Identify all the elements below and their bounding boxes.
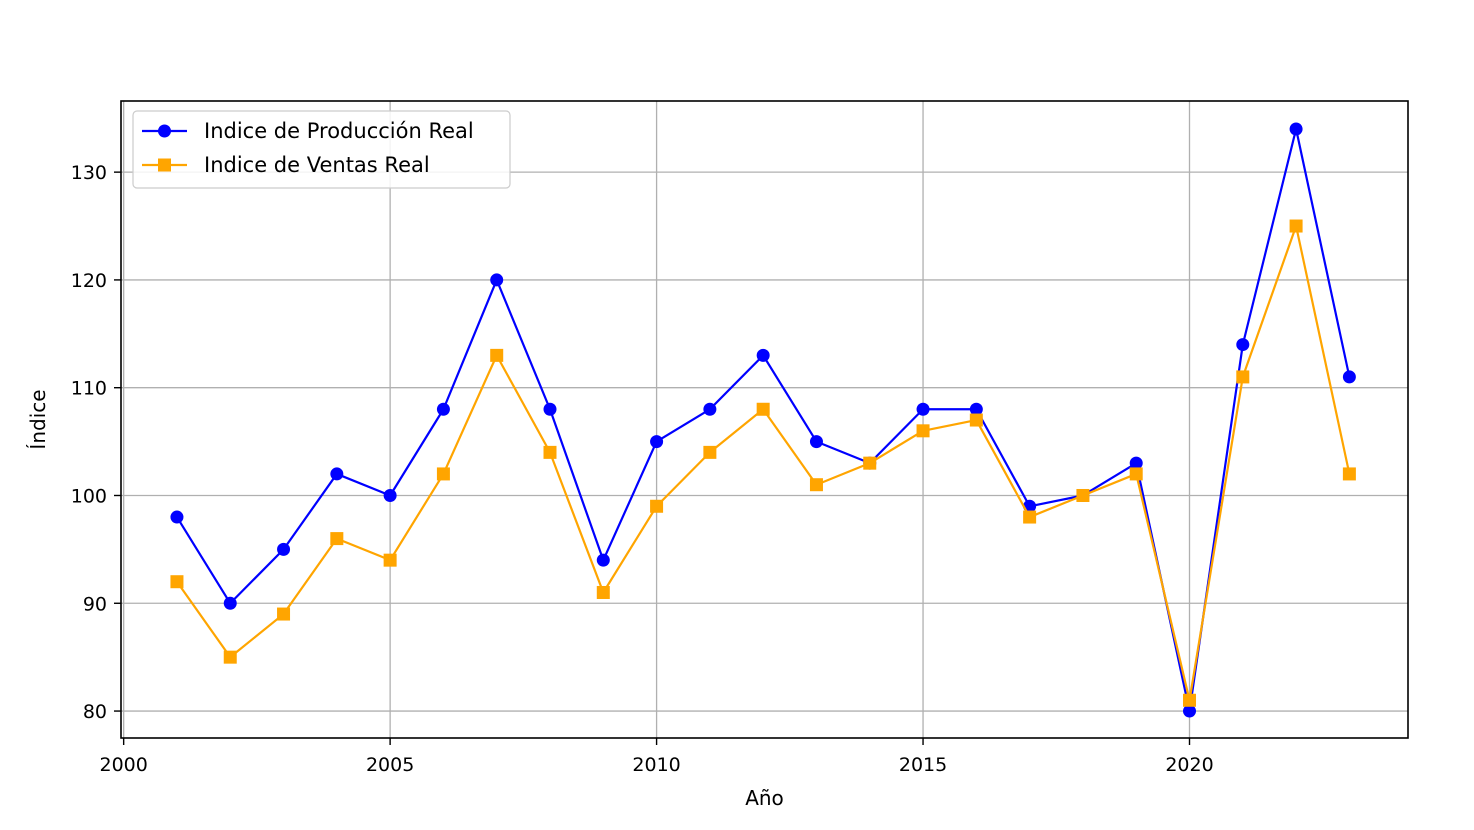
data-point-produccion — [1236, 338, 1250, 352]
y-tick-label: 100 — [71, 485, 107, 507]
data-point-ventas — [863, 456, 877, 470]
x-tick-label: 2000 — [99, 754, 147, 776]
data-point-ventas — [490, 348, 504, 362]
data-point-ventas — [1289, 219, 1303, 233]
data-point-ventas — [756, 402, 770, 416]
data-point-produccion — [383, 488, 397, 502]
data-point-produccion — [330, 467, 344, 481]
data-point-produccion — [436, 402, 450, 416]
legend-label-produccion: Indice de Producción Real — [204, 119, 474, 143]
y-tick-label: 130 — [71, 162, 107, 184]
data-point-ventas — [1076, 488, 1090, 502]
legend-marker-ventas — [158, 158, 171, 172]
data-point-produccion — [277, 542, 291, 556]
y-axis-ticks: 80 90 100 110 120 130 — [71, 162, 121, 723]
data-point-produccion — [543, 402, 557, 416]
data-point-ventas — [969, 413, 983, 427]
x-tick-label: 2015 — [899, 754, 947, 776]
data-point-ventas — [916, 424, 930, 438]
data-point-produccion — [223, 596, 237, 610]
data-point-ventas — [1023, 510, 1037, 524]
data-point-ventas — [383, 553, 397, 567]
data-point-ventas — [170, 575, 184, 589]
series-produccion — [170, 122, 1356, 718]
y-tick-label: 120 — [71, 270, 107, 292]
data-point-produccion — [916, 402, 930, 416]
y-tick-label: 110 — [71, 378, 107, 400]
data-point-produccion — [703, 402, 717, 416]
data-point-ventas — [1342, 467, 1356, 481]
data-point-ventas — [543, 445, 557, 459]
data-point-produccion — [1289, 122, 1303, 136]
data-point-ventas — [1236, 370, 1250, 384]
x-axis-ticks: 2000 2005 2010 2015 2020 — [99, 738, 1214, 776]
series-ventas — [170, 219, 1356, 707]
grid-lines — [121, 101, 1408, 738]
legend-box — [132, 110, 511, 189]
data-point-produccion — [1183, 704, 1197, 718]
x-tick-label: 2020 — [1165, 754, 1213, 776]
y-axis-label: Índice — [26, 389, 50, 449]
x-tick-label: 2010 — [632, 754, 680, 776]
y-tick-label: 90 — [83, 593, 107, 615]
legend-label-ventas: Indice de Ventas Real — [204, 153, 430, 177]
data-point-ventas — [596, 585, 610, 599]
data-point-ventas — [330, 532, 344, 546]
data-point-ventas — [809, 478, 823, 492]
data-point-produccion — [170, 510, 184, 524]
data-point-ventas — [650, 499, 664, 513]
data-point-ventas — [1129, 467, 1143, 481]
data-point-ventas — [223, 650, 237, 664]
data-point-ventas — [1183, 693, 1197, 707]
series-layer — [170, 122, 1356, 718]
data-point-ventas — [703, 445, 717, 459]
plot-area-frame — [120, 100, 1409, 739]
data-point-produccion — [1342, 370, 1356, 384]
data-point-produccion — [969, 402, 983, 416]
data-point-produccion — [809, 435, 823, 449]
legend-marker-produccion — [158, 124, 171, 138]
y-tick-label: 80 — [83, 701, 107, 723]
legend: Indice de Producción Real Indice de Vent… — [132, 110, 511, 189]
series-line-ventas — [176, 224, 1351, 702]
series-line-produccion — [176, 127, 1351, 713]
data-point-produccion — [650, 435, 664, 449]
data-point-ventas — [436, 467, 450, 481]
data-point-produccion — [596, 553, 610, 567]
x-axis-label: Año — [745, 786, 784, 810]
data-point-ventas — [277, 607, 291, 621]
data-point-produccion — [756, 348, 770, 362]
data-point-produccion — [1129, 456, 1143, 470]
x-tick-label: 2005 — [366, 754, 414, 776]
data-point-produccion — [490, 273, 504, 287]
